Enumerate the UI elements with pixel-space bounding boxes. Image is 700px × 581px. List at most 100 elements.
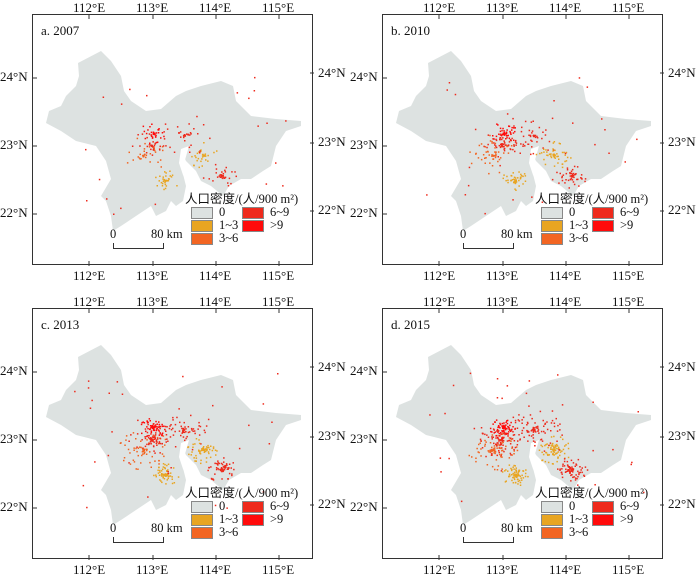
density-pixel	[556, 430, 559, 432]
density-pixel	[198, 151, 200, 153]
density-pixel	[145, 449, 148, 452]
density-pixel	[132, 459, 135, 461]
density-pixel	[563, 151, 565, 154]
density-pixel	[151, 137, 154, 139]
density-pixel	[202, 447, 204, 449]
density-pixel	[219, 176, 222, 178]
density-pixel	[154, 134, 156, 136]
density-pixel	[163, 188, 165, 191]
density-pixel	[532, 440, 535, 442]
density-pixel	[542, 419, 544, 422]
density-pixel	[178, 132, 180, 134]
lat-tick-right: 24°N	[318, 65, 346, 80]
density-pixel	[612, 448, 614, 451]
legend: 人口密度/(人/900 m²) 0 1~3 3~6 6~9 >9	[535, 482, 648, 539]
density-pixel	[543, 158, 545, 161]
density-pixel	[200, 462, 202, 465]
density-pixel	[559, 172, 561, 175]
density-pixel	[149, 126, 151, 128]
density-pixel	[500, 443, 502, 445]
density-pixel	[494, 154, 496, 157]
legend-swatch	[592, 513, 614, 526]
density-pixel	[167, 472, 170, 475]
density-pixel	[547, 461, 550, 464]
density-pixel	[481, 447, 484, 449]
density-pixel	[147, 496, 149, 498]
lat-tick-right: 24°N	[668, 65, 696, 80]
legend-label: 1~3	[219, 218, 239, 232]
density-pixel	[502, 127, 504, 130]
density-pixel	[154, 434, 157, 436]
density-pixel	[485, 455, 487, 458]
density-pixel	[544, 432, 546, 434]
density-pixel	[163, 138, 166, 140]
density-pixel	[584, 466, 587, 468]
density-pixel	[130, 434, 132, 436]
density-pixel	[199, 450, 201, 452]
density-pixel	[482, 154, 485, 156]
density-pixel	[482, 433, 484, 435]
density-pixel	[515, 467, 517, 469]
density-pixel	[500, 447, 502, 450]
density-pixel	[148, 146, 151, 148]
density-pixel	[522, 470, 525, 472]
density-pixel	[487, 143, 489, 146]
density-pixel	[486, 464, 489, 466]
density-pixel	[494, 421, 496, 423]
density-pixel	[556, 440, 558, 442]
density-pixel	[146, 420, 148, 422]
density-pixel	[551, 410, 554, 412]
lon-tick-bottom: 115°E	[262, 562, 295, 577]
density-pixel	[592, 449, 594, 452]
density-pixel	[499, 138, 501, 141]
density-pixel	[491, 140, 493, 143]
legend-label: 1~3	[569, 218, 589, 232]
density-pixel	[221, 175, 223, 177]
density-pixel	[528, 380, 531, 382]
density-pixel	[563, 460, 566, 463]
density-pixel	[193, 164, 195, 167]
density-pixel	[177, 476, 180, 478]
density-pixel	[506, 175, 508, 178]
density-pixel	[570, 170, 573, 172]
density-pixel	[518, 479, 521, 482]
lat-tick-right: 24°N	[318, 359, 346, 374]
density-pixel	[494, 447, 496, 449]
density-pixel	[163, 475, 166, 477]
density-pixel	[195, 438, 198, 440]
density-pixel	[506, 385, 509, 387]
density-pixel	[512, 172, 514, 174]
density-pixel	[508, 137, 511, 139]
density-pixel	[113, 213, 115, 215]
density-pixel	[523, 436, 525, 438]
legend-label: 3~6	[219, 231, 239, 245]
density-pixel	[521, 474, 523, 477]
density-pixel	[501, 440, 503, 443]
density-pixel	[524, 475, 527, 478]
density-pixel	[526, 431, 529, 433]
density-pixel	[575, 464, 578, 466]
density-pixel	[550, 448, 552, 450]
density-pixel	[577, 178, 579, 181]
density-pixel	[151, 426, 153, 428]
density-pixel	[570, 459, 573, 462]
density-pixel	[220, 469, 222, 472]
legend-item-gt9: >9	[242, 512, 283, 527]
density-pixel	[532, 427, 535, 430]
density-pixel	[182, 431, 184, 434]
density-pixel	[576, 166, 579, 168]
density-pixel	[137, 447, 140, 449]
density-pixel	[496, 428, 499, 431]
density-pixel	[578, 472, 580, 474]
density-pixel	[501, 439, 503, 441]
density-pixel	[132, 159, 134, 161]
density-pixel	[166, 470, 168, 472]
density-pixel	[154, 424, 157, 426]
density-pixel	[532, 434, 534, 436]
density-pixel	[195, 460, 197, 462]
density-pixel	[189, 134, 191, 136]
density-pixel	[561, 434, 563, 436]
density-pixel	[159, 433, 162, 435]
density-pixel	[515, 139, 517, 142]
density-pixel	[194, 443, 196, 445]
